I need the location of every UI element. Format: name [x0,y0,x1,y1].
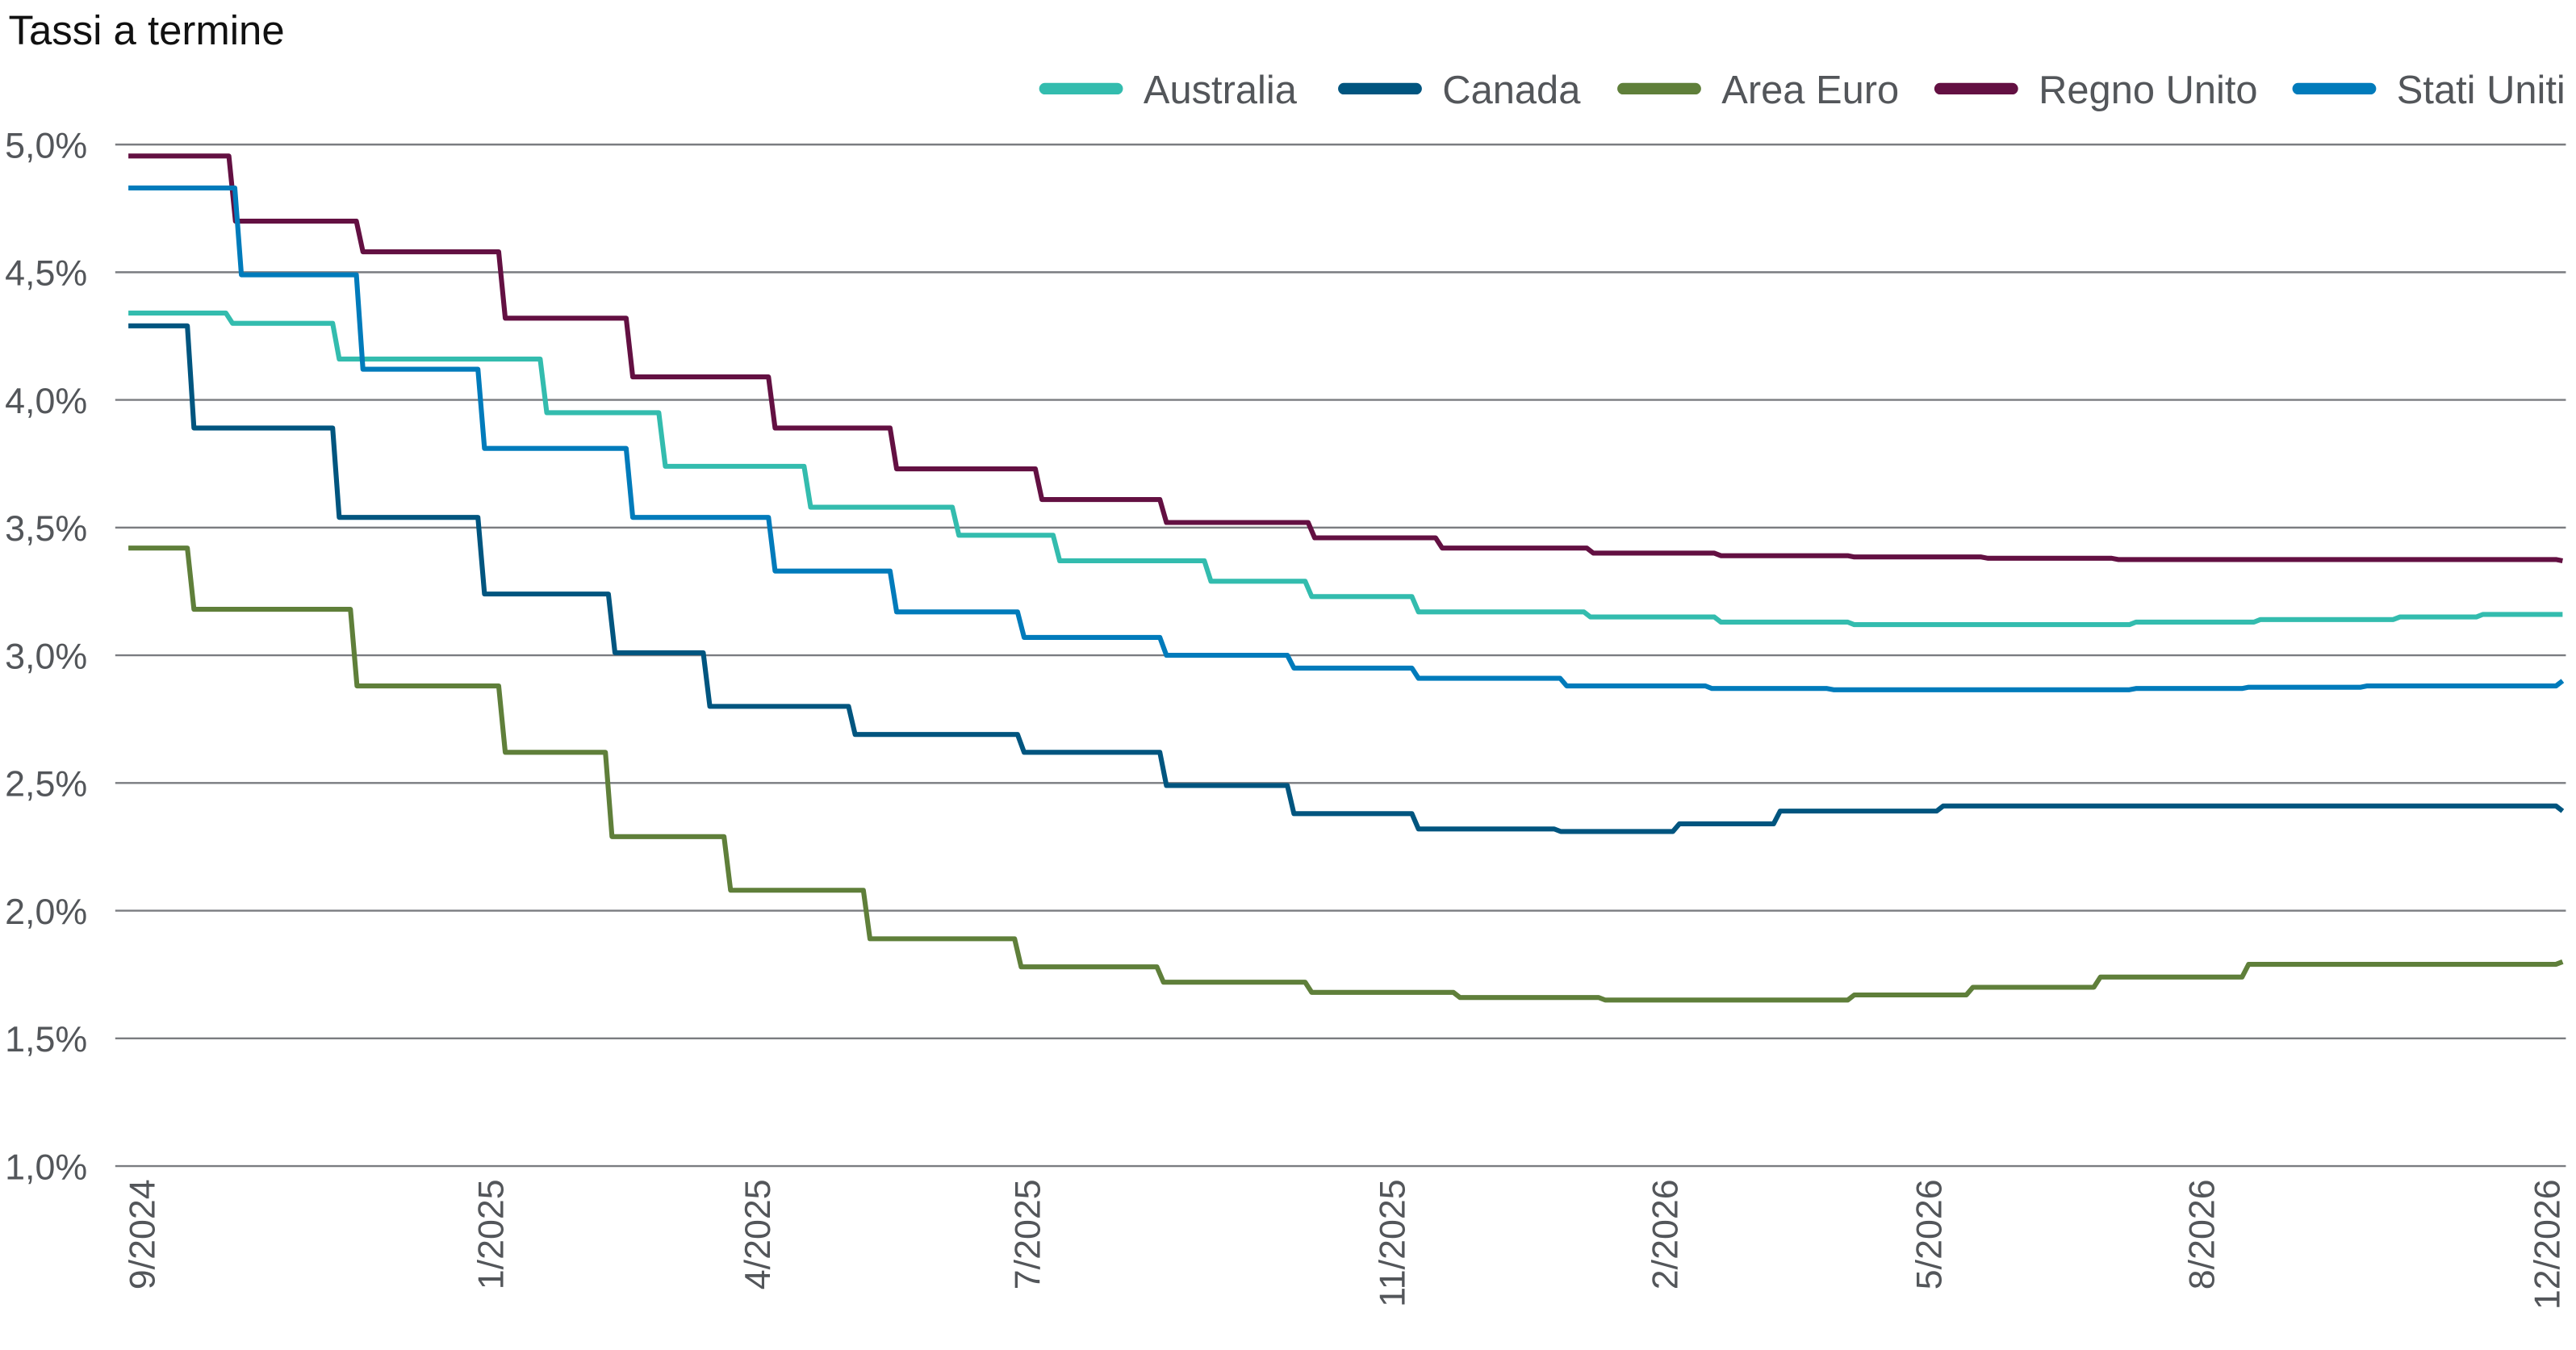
y-tick-label: 1,5% [5,1019,87,1060]
x-tick-label: 9/2024 [123,1179,163,1289]
y-tick-label: 3,0% [5,636,87,676]
chart-title: Tassi a termine [9,7,285,53]
series-line-regno-unito [128,153,2563,563]
y-tick-label: 1,0% [5,1147,87,1187]
y-tick-label: 2,5% [5,764,87,805]
legend-label: Canada [1442,69,1581,112]
x-tick-label: 8/2026 [2181,1179,2222,1289]
legend-label: Area Euro [1721,69,1899,112]
y-tick-label: 2,0% [5,892,87,932]
x-tick-label: 11/2025 [1372,1179,1412,1307]
series-line-stati-uniti [128,185,2565,692]
y-tick-label: 4,5% [5,253,87,294]
legend-item: Regno Unito [1934,69,2258,112]
series-line-australia [128,310,2563,628]
legend: Australia Canada Area Euro Regno Unito Stati… [1039,69,2566,112]
x-tick-label: 7/2025 [1008,1179,1048,1289]
y-tick-label: 4,0% [5,381,87,421]
legend-label: Australia [1144,69,1298,112]
x-tick-label: 4/2025 [738,1179,778,1289]
y-axis-ticks: 1,0% 1,5% 2,0% 2,5% 3,0% 3,5% 4,0% 4,5% 5,0% [5,125,87,1187]
gridlines [115,143,2566,1168]
legend-item: Stati Uniti [2292,69,2566,112]
x-tick-label: 2/2026 [1645,1179,1685,1289]
x-tick-label: 5/2026 [1909,1179,1949,1289]
x-tick-label: 12/2026 [2527,1179,2567,1310]
legend-item: Area Euro [1617,69,1899,112]
y-tick-label: 3,5% [5,508,87,549]
legend-item: Canada [1338,69,1581,112]
series-line-area-euro [128,545,2564,1003]
x-axis-ticks: 9/2024 1/2025 4/2025 7/2025 11/2025 2/2026 5/2… [123,1179,2568,1310]
legend-label: Stati Uniti [2397,69,2566,112]
legend-item: Australia [1039,69,1298,112]
legend-label: Regno Unito [2039,69,2257,112]
x-tick-label: 1/2025 [471,1179,512,1289]
y-tick-label: 5,0% [5,125,87,165]
series-lines [128,153,2565,1003]
series-line-canada [128,323,2565,834]
